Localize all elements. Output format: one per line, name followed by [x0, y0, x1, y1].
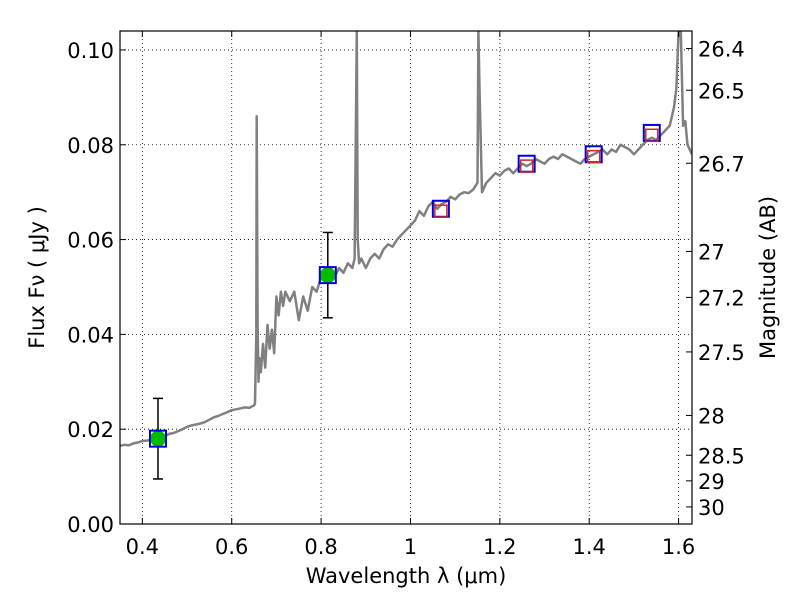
y-tick-label: 0.08 — [67, 134, 114, 158]
x-tick-label: 1.6 — [662, 535, 695, 559]
spectrum-line — [120, 31, 692, 448]
y2-tick-label: 28 — [698, 404, 725, 428]
y-tick-label: 0.10 — [67, 39, 114, 63]
y2-tick-label: 30 — [698, 496, 725, 520]
y-tick-label: 0.00 — [67, 513, 114, 537]
y2-tick-label: 26.4 — [698, 38, 745, 62]
y-tick-label: 0.04 — [67, 323, 114, 347]
x-tick-label: 0.4 — [126, 535, 159, 559]
model-square — [318, 266, 337, 285]
observed-square — [434, 204, 448, 218]
x-tick-label: 1 — [404, 535, 417, 559]
observed-square — [519, 159, 534, 173]
y2-tick-label: 26.7 — [698, 152, 745, 176]
x-tick-label: 1.4 — [573, 535, 606, 559]
y2-tick-label: 29 — [698, 470, 725, 494]
observed-square — [645, 128, 659, 143]
x-tick-label: 0.6 — [215, 535, 248, 559]
data-point — [149, 430, 166, 447]
y-tick-label: 0.02 — [67, 418, 114, 442]
y-axis-label: Flux Fν ( μJy ) — [25, 206, 49, 349]
plot-frame — [119, 30, 693, 525]
x-tick-label: 1.2 — [483, 535, 516, 559]
plot-series — [120, 31, 692, 480]
x-tick-label: 0.8 — [304, 535, 337, 559]
y2-tick-label: 27.2 — [698, 286, 745, 310]
data-point — [319, 267, 336, 284]
axis-ticks: 0.4 0.6 0.8 1 1.2 1.4 1.6 0.00 0.02 0.04 0.06 0.08 0… — [67, 31, 745, 559]
y2-tick-label: 26.5 — [698, 79, 745, 103]
y2-tick-label: 27.5 — [698, 341, 745, 365]
model-square — [148, 429, 167, 448]
observed-square — [586, 149, 601, 164]
y-tick-label: 0.06 — [67, 229, 114, 253]
y2-axis-label: Magnitude (AB) — [756, 196, 780, 359]
grid-lines — [120, 31, 692, 524]
y2-tick-label: 27 — [698, 240, 725, 264]
y2-tick-label: 28.5 — [698, 444, 745, 468]
x-axis-label: Wavelength λ (μm) — [306, 564, 507, 588]
